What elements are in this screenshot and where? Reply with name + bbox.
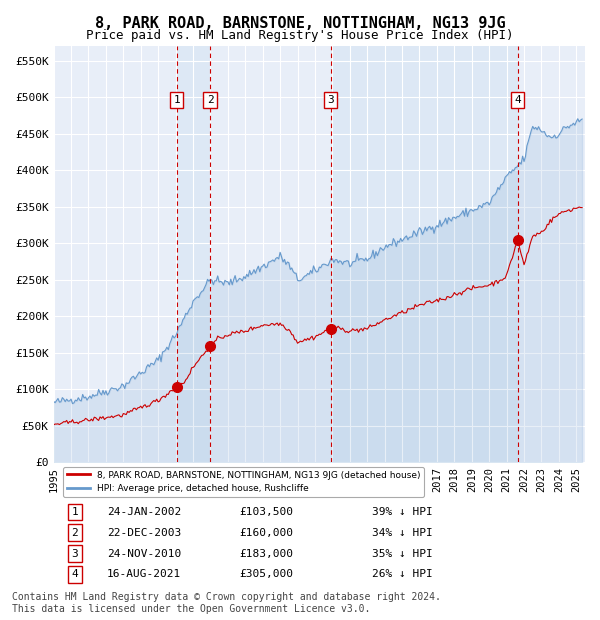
Text: 24-JAN-2002: 24-JAN-2002: [107, 507, 181, 517]
Text: 16-AUG-2021: 16-AUG-2021: [107, 569, 181, 579]
Legend: 8, PARK ROAD, BARNSTONE, NOTTINGHAM, NG13 9JG (detached house), HPI: Average pri: 8, PARK ROAD, BARNSTONE, NOTTINGHAM, NG1…: [64, 467, 424, 497]
Text: 4: 4: [71, 569, 78, 579]
Text: 3: 3: [71, 549, 78, 559]
Text: 26% ↓ HPI: 26% ↓ HPI: [373, 569, 433, 579]
Text: 1: 1: [71, 507, 78, 517]
Text: 3: 3: [327, 95, 334, 105]
Text: £305,000: £305,000: [239, 569, 293, 579]
Text: £160,000: £160,000: [239, 528, 293, 538]
Text: 2: 2: [71, 528, 78, 538]
Text: 39% ↓ HPI: 39% ↓ HPI: [373, 507, 433, 517]
Text: 8, PARK ROAD, BARNSTONE, NOTTINGHAM, NG13 9JG: 8, PARK ROAD, BARNSTONE, NOTTINGHAM, NG1…: [95, 16, 505, 30]
Text: 22-DEC-2003: 22-DEC-2003: [107, 528, 181, 538]
Text: Price paid vs. HM Land Registry's House Price Index (HPI): Price paid vs. HM Land Registry's House …: [86, 29, 514, 42]
Text: 2: 2: [206, 95, 214, 105]
Text: Contains HM Land Registry data © Crown copyright and database right 2024.
This d: Contains HM Land Registry data © Crown c…: [12, 592, 441, 614]
Text: £103,500: £103,500: [239, 507, 293, 517]
Text: £183,000: £183,000: [239, 549, 293, 559]
Text: 35% ↓ HPI: 35% ↓ HPI: [373, 549, 433, 559]
Text: 34% ↓ HPI: 34% ↓ HPI: [373, 528, 433, 538]
Text: 4: 4: [514, 95, 521, 105]
Text: 24-NOV-2010: 24-NOV-2010: [107, 549, 181, 559]
Bar: [177, 46, 210, 463]
Text: 1: 1: [173, 95, 180, 105]
Bar: [331, 46, 518, 463]
